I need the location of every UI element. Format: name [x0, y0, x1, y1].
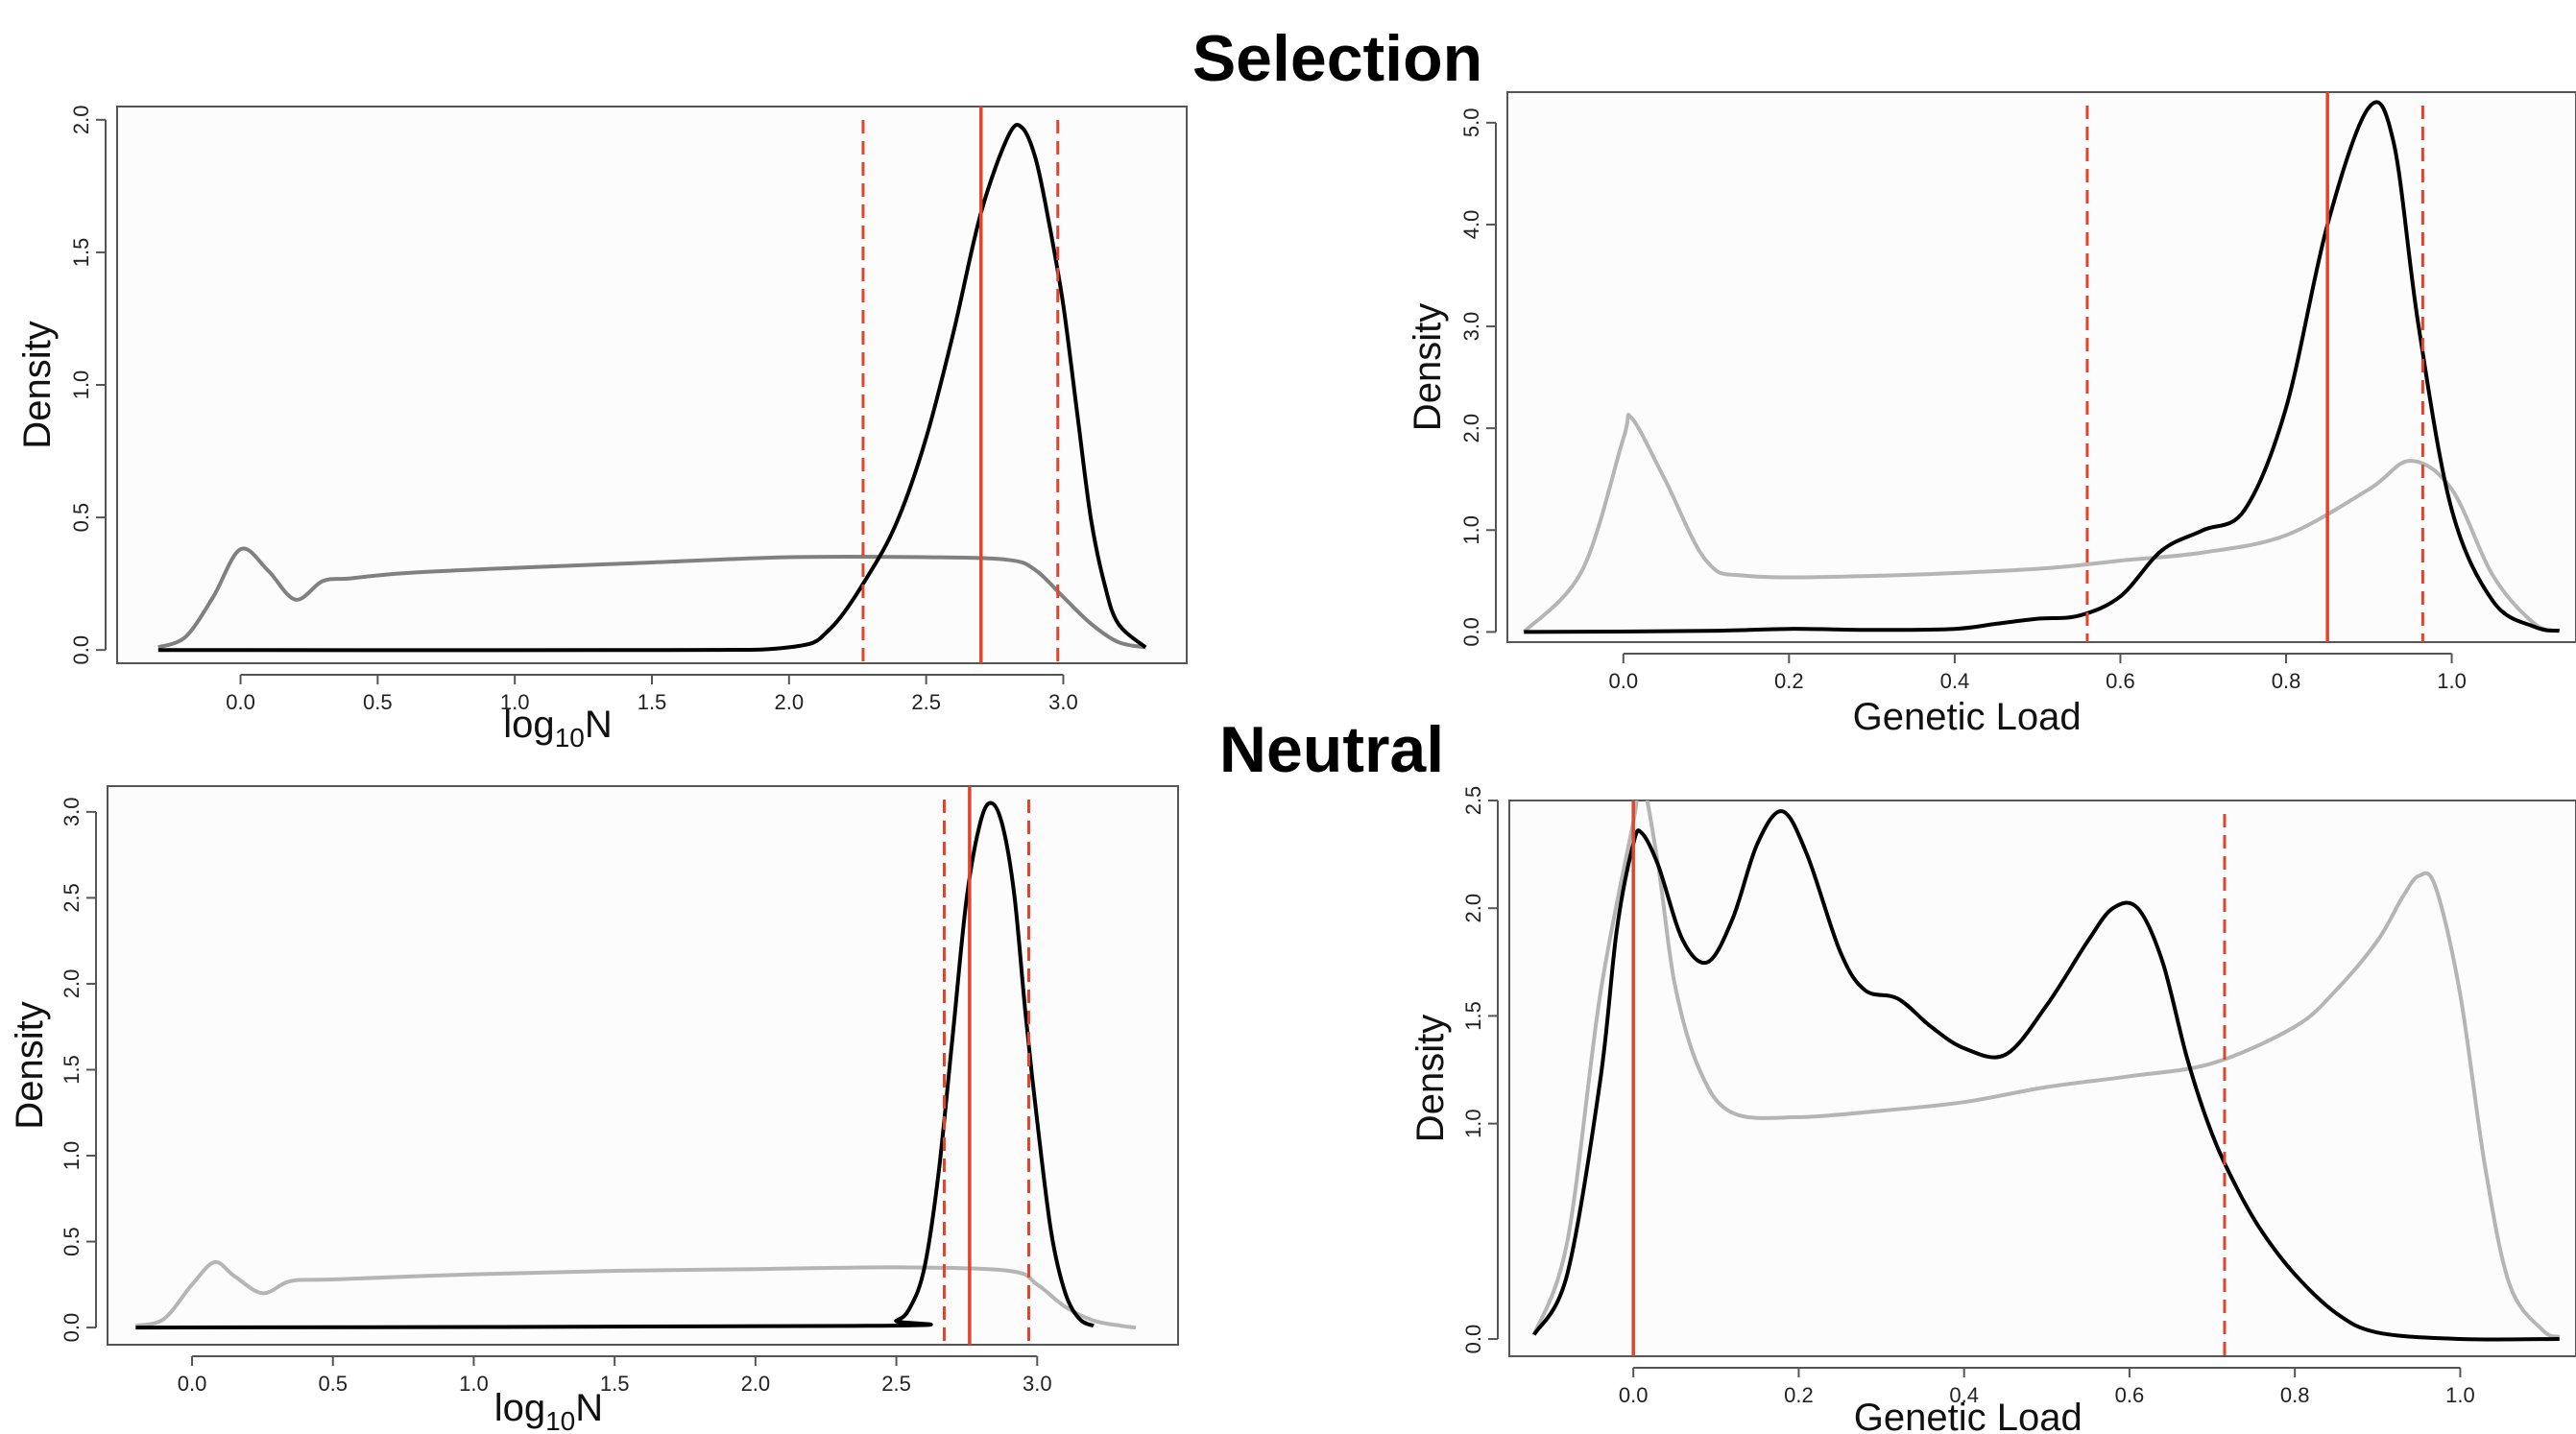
plot-area — [1531, 801, 2561, 1356]
x-tick-label: 1.0 — [2437, 669, 2467, 693]
x-axis-label: Genetic Load — [1854, 1397, 2082, 1434]
x-tick-label: 3.0 — [1048, 690, 1078, 714]
x-tick-label: 0.0 — [226, 690, 255, 714]
x-tick-label: 2.0 — [775, 690, 805, 714]
y-tick-label: 0.5 — [69, 503, 93, 533]
plot-area — [134, 786, 1137, 1345]
chart-neu-logN: 0.0 0.5 1.0 1.5 2.0 2.5 3.0 0.0 0.5 1.0 1.5 2.0 2.5 3… — [9, 785, 1179, 1434]
y-tick-label: 2.0 — [1461, 894, 1485, 923]
x-axis-label: Genetic Load — [1853, 696, 2082, 738]
prior-density-curve — [1531, 801, 2561, 1339]
plot-area — [157, 107, 1147, 663]
x-tick-label: 0.8 — [2280, 1383, 2310, 1407]
prior-density-curve — [1522, 413, 2561, 633]
x-tick-label: 0.0 — [1608, 669, 1638, 693]
y-axis-label: Density — [1407, 303, 1449, 431]
y-axis-label: Density — [1409, 1015, 1452, 1142]
section-title-neutral: Neutral — [1219, 713, 1444, 786]
x-tick-label: 0.5 — [363, 690, 393, 714]
plot-area — [1522, 92, 2561, 642]
x-axis-label: log10N — [503, 704, 612, 753]
y-tick-label: 1.5 — [60, 1055, 84, 1085]
chart-sel-logN: 0.0 0.5 1.0 1.5 2.0 2.5 3.0 0.0 0.5 1.0 1.5 2.0 log1… — [16, 106, 1188, 753]
y-axis-label: Density — [9, 1001, 51, 1129]
posterior-density-curve — [1532, 809, 2560, 1342]
x-tick-label: 0.6 — [2115, 1383, 2145, 1407]
y-tick-label: 2.0 — [69, 106, 93, 135]
y-tick-label: 0.0 — [69, 635, 93, 665]
posterior-density-curve — [1524, 100, 2561, 634]
y-tick-label: 2.5 — [60, 883, 84, 913]
section-title-selection: Selection — [1192, 22, 1482, 95]
x-tick-label: 0.0 — [178, 1372, 207, 1396]
x-tick-label: 0.0 — [1619, 1383, 1649, 1407]
y-axis-label: Density — [16, 321, 59, 448]
y-tick-label: 1.0 — [60, 1141, 84, 1171]
prior-density-curve — [134, 1259, 1137, 1330]
chart-panels: 0.0 0.5 1.0 1.5 2.0 2.5 3.0 0.0 0.5 1.0 1.5 2.0 log1… — [9, 91, 2576, 1434]
y-tick-label: 0.0 — [1461, 1325, 1485, 1354]
x-tick-label: 0.2 — [1784, 1383, 1814, 1407]
y-tick-label: 0.0 — [60, 1313, 84, 1343]
y-tick-label: 5.0 — [1459, 108, 1483, 138]
x-tick-label: 0.4 — [1940, 669, 1970, 693]
x-tick-label: 1.5 — [638, 690, 667, 714]
plot-frame — [116, 106, 1188, 664]
x-tick-label: 2.0 — [741, 1372, 771, 1396]
y-tick-label: 1.5 — [69, 238, 93, 268]
y-tick-label: 0.5 — [60, 1227, 84, 1256]
y-tick-label: 0.0 — [1459, 617, 1483, 647]
x-tick-label: 0.5 — [318, 1372, 348, 1396]
y-tick-label: 1.0 — [69, 370, 93, 400]
x-tick-label: 0.2 — [1774, 669, 1804, 693]
x-tick-label: 0.6 — [2106, 669, 2135, 693]
x-axis-label: log10N — [494, 1387, 603, 1434]
x-tick-label: 1.0 — [459, 1372, 489, 1396]
x-tick-label: 1.0 — [2445, 1383, 2475, 1407]
y-tick-label: 3.0 — [1459, 312, 1483, 342]
plot-frame — [107, 785, 1179, 1346]
chart-neu-load: 0.0 0.2 0.4 0.6 0.8 1.0 0.0 1.0 1.5 2.0 2.5 Genetic… — [1409, 786, 2576, 1434]
y-tick-label: 2.5 — [1461, 786, 1485, 816]
plot-frame — [1506, 91, 2576, 643]
x-tick-label: 2.5 — [881, 1372, 911, 1396]
x-tick-label: 0.8 — [2272, 669, 2301, 693]
plot-frame — [1508, 800, 2576, 1357]
x-tick-label: 2.5 — [911, 690, 941, 714]
x-tick-label: 0.4 — [1949, 1383, 1979, 1407]
y-tick-label: 1.0 — [1461, 1109, 1485, 1138]
y-tick-label: 4.0 — [1459, 210, 1483, 240]
y-tick-label: 1.5 — [1461, 1001, 1485, 1031]
y-tick-label: 2.0 — [1459, 414, 1483, 443]
y-tick-label: 1.0 — [1459, 515, 1483, 545]
chart-sel-load: 0.0 0.2 0.4 0.6 0.8 1.0 0.0 1.0 2.0 3.0 4.0 5.0 Gene… — [1407, 91, 2576, 738]
y-tick-label: 3.0 — [60, 798, 84, 827]
x-tick-label: 3.0 — [1023, 1372, 1052, 1396]
x-tick-label: 1.0 — [500, 690, 530, 714]
x-tick-label: 1.5 — [600, 1372, 630, 1396]
y-tick-label: 2.0 — [60, 969, 84, 999]
